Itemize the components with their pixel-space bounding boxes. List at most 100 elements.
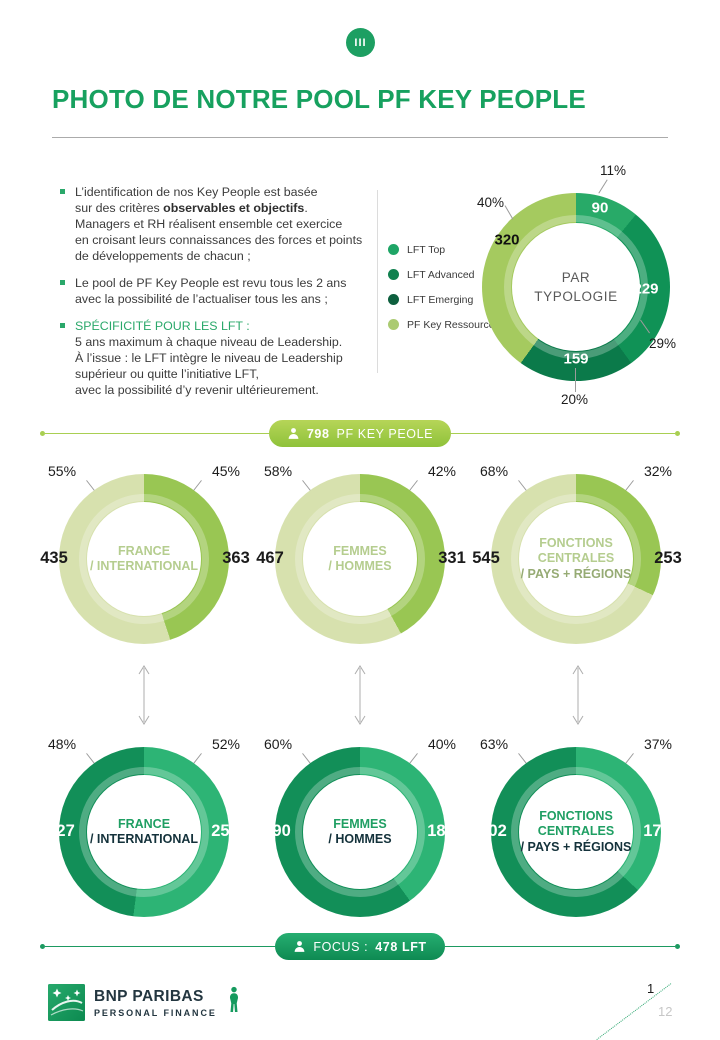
donut-left-percent: 68% [480,463,509,479]
leader-line [598,179,608,194]
separator-end-dot [40,431,45,436]
donut-cell-femmes-hommes-478: 60% 40% FEMMES / HOMMES 290 188 [252,731,468,941]
separator-line [45,432,269,435]
bullet-item: SPÉCIFICITÉ POUR LES LFT : 5 ans maximum… [60,318,368,398]
donut-center-label: FEMMES / HOMMES [328,816,392,847]
typology-percent-label: 11% [600,163,627,178]
donut-left-value: 435 [40,549,68,567]
donut-center-label: PAR TYPOLOGIE [534,270,618,304]
section-number: III [354,36,367,49]
deck-page-number: 12 [658,1004,673,1019]
donut-right-value: 363 [222,549,250,567]
donut-right-percent: 32% [643,463,672,479]
donut-cell-france-international-798: 55% 45% FRANCE / INTERNATIONAL 435 363 [36,458,252,668]
donut-right-percent: 45% [211,463,240,479]
vertical-divider [377,190,378,373]
separator-end-dot [40,944,45,949]
leader-line [409,753,418,764]
bullet-square-icon [60,323,65,328]
donut-left-value: 545 [472,549,500,567]
leader-line [193,480,202,491]
donut-left-value: 467 [256,549,284,567]
legend-item: LFT Advanced [388,262,500,287]
donut-left-value: 302 [479,822,507,840]
leader-line [625,480,634,491]
donut-left-percent: 58% [264,463,293,479]
typology-value-label: 320 [494,231,520,249]
donut-right-percent: 37% [643,736,672,752]
bullet-item: L’identification de nos Key People est b… [60,184,368,264]
focus-separator: FOCUS : 478 LFT [40,933,680,960]
legend-item: LFT Top [388,237,500,262]
separator-line [444,945,675,948]
donut-left-value: 227 [47,822,75,840]
donut-left-percent: 60% [264,736,293,752]
donut-center-label: FEMMES / HOMMES [328,543,392,574]
donut-hole [512,223,640,351]
separator-end-dot [675,431,680,436]
page-number: 1 [647,981,655,996]
donut-right-value: 253 [654,549,682,567]
donut-center-label: FRANCE / INTERNATIONAL [89,543,199,574]
person-icon [294,941,305,952]
legend-dot-icon [388,294,399,305]
donut-right-value: 176 [643,822,671,840]
donut-right-value: 188 [427,822,455,840]
donut-cell-france-international-478: 48% 52% FRANCE / INTERNATIONAL 227 251 [36,731,252,941]
title-divider [52,137,668,138]
bullet-square-icon [60,189,65,194]
bullet-text: L’identification de nos Key People est b… [75,185,363,263]
bullet-text: Le pool de PF Key People est revu tous l… [75,276,347,306]
typology-percent-label: 40% [477,195,505,210]
typology-legend: LFT Top LFT Advanced LFT Emerging PF Key… [388,237,500,337]
typology-value-label: 229 [633,280,659,298]
focus-pill: FOCUS : 478 LFT [275,933,445,960]
donut-center-label: FONCTIONS CENTRALES / PAYS + RÉGIONS [520,808,632,854]
separator-line [45,945,276,948]
typology-value-label: 90 [591,199,609,217]
pool-pill: 798 PF KEY PEOLE [268,420,452,447]
legend-dot-icon [388,319,399,330]
green-man-icon [229,986,238,1012]
typology-percent-label: 20% [561,392,589,407]
page-title: PHOTO DE NOTRE POOL PF KEY PEOPLE [52,84,586,114]
person-icon [288,428,299,439]
donut-chart: FONCTIONS CENTRALES / PAYS + RÉGIONS [491,474,661,644]
bullet-item: Le pool de PF Key People est revu tous l… [60,275,368,307]
legend-item: PF Key Ressources [388,312,500,337]
leader-line [625,753,634,764]
donut-center-label: FONCTIONS CENTRALES / PAYS + RÉGIONS [520,535,632,581]
typology-value-label: 159 [563,350,589,368]
section-number-badge: III [346,28,375,57]
bullet-heading: SPÉCIFICITÉ POUR LES LFT : [75,319,250,333]
intro-bullets: L’identification de nos Key People est b… [60,184,368,409]
bnp-paribas-logo: BNP PARIBAS PERSONAL FINANCE [48,984,242,1021]
leader-line [504,205,514,220]
leader-line [409,480,418,491]
separator-end-dot [675,944,680,949]
bullet-square-icon [60,280,65,285]
donut-right-value: 331 [438,549,466,567]
donut-cell-fonctions-798: 68% 32% FONCTIONS CENTRALES / PAYS + RÉG… [468,458,684,668]
leader-line [575,368,576,392]
donut-center-label: FRANCE / INTERNATIONAL [89,816,199,847]
donut-right-percent: 40% [427,736,456,752]
donut-left-value: 290 [263,822,291,840]
donut-cell-fonctions-478: 63% 37% FONCTIONS CENTRALES / PAYS + RÉG… [468,731,684,941]
typology-donut-chart: PAR TYPOLOGIE [482,193,670,381]
donut-left-percent: 48% [48,736,77,752]
donut-left-percent: 55% [48,463,77,479]
donut-chart: FRANCE / INTERNATIONAL [59,474,229,644]
separator-line [451,432,675,435]
bnp-logo-square-icon [48,984,85,1021]
pool-separator: 798 PF KEY PEOLE [40,420,680,447]
legend-item: LFT Emerging [388,287,500,312]
donut-left-percent: 63% [480,736,509,752]
donut-chart: FEMMES / HOMMES [275,474,445,644]
logo-text: BNP PARIBAS PERSONAL FINANCE [94,988,217,1018]
swap-arrow-icon [354,665,366,725]
swap-arrow-icon [572,665,584,725]
bullet-text: SPÉCIFICITÉ POUR LES LFT : 5 ans maximum… [75,319,343,397]
donut-cell-femmes-hommes-798: 58% 42% FEMMES / HOMMES 467 331 [252,458,468,668]
